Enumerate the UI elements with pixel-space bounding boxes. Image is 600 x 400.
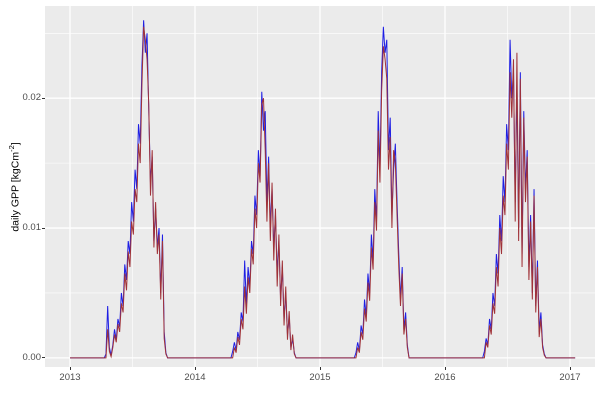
y-axis-title-text: daily GPP [kgCm (9, 151, 22, 232)
x-tick-label: 2015 (309, 372, 331, 383)
x-tick-mark (319, 367, 321, 370)
x-tick-mark (69, 367, 71, 370)
red-series-line (70, 26, 576, 359)
y-axis-title-superscript: -2 (6, 145, 16, 152)
y-tick-label: 0.01 (22, 222, 42, 234)
y-tick-label: 0.02 (22, 92, 42, 104)
x-tick-label: 2017 (559, 372, 581, 383)
x-tick-label: 2014 (184, 372, 206, 383)
y-axis-title: daily GPP [kgCm-2] (7, 142, 22, 231)
plot-panel (45, 6, 595, 367)
x-tick-mark (569, 367, 571, 370)
blue-series-line (70, 20, 576, 359)
x-tick-label: 2013 (59, 372, 81, 383)
x-tick-mark (194, 367, 196, 370)
y-tick-label: 0.00 (22, 351, 42, 363)
y-tick-mark (42, 227, 45, 229)
y-axis-title-suffix: ] (9, 142, 22, 146)
x-tick-mark (444, 367, 446, 370)
y-tick-mark (42, 97, 45, 99)
x-tick-label: 2016 (434, 372, 456, 383)
chart-svg (45, 6, 595, 367)
y-tick-mark (42, 357, 45, 359)
